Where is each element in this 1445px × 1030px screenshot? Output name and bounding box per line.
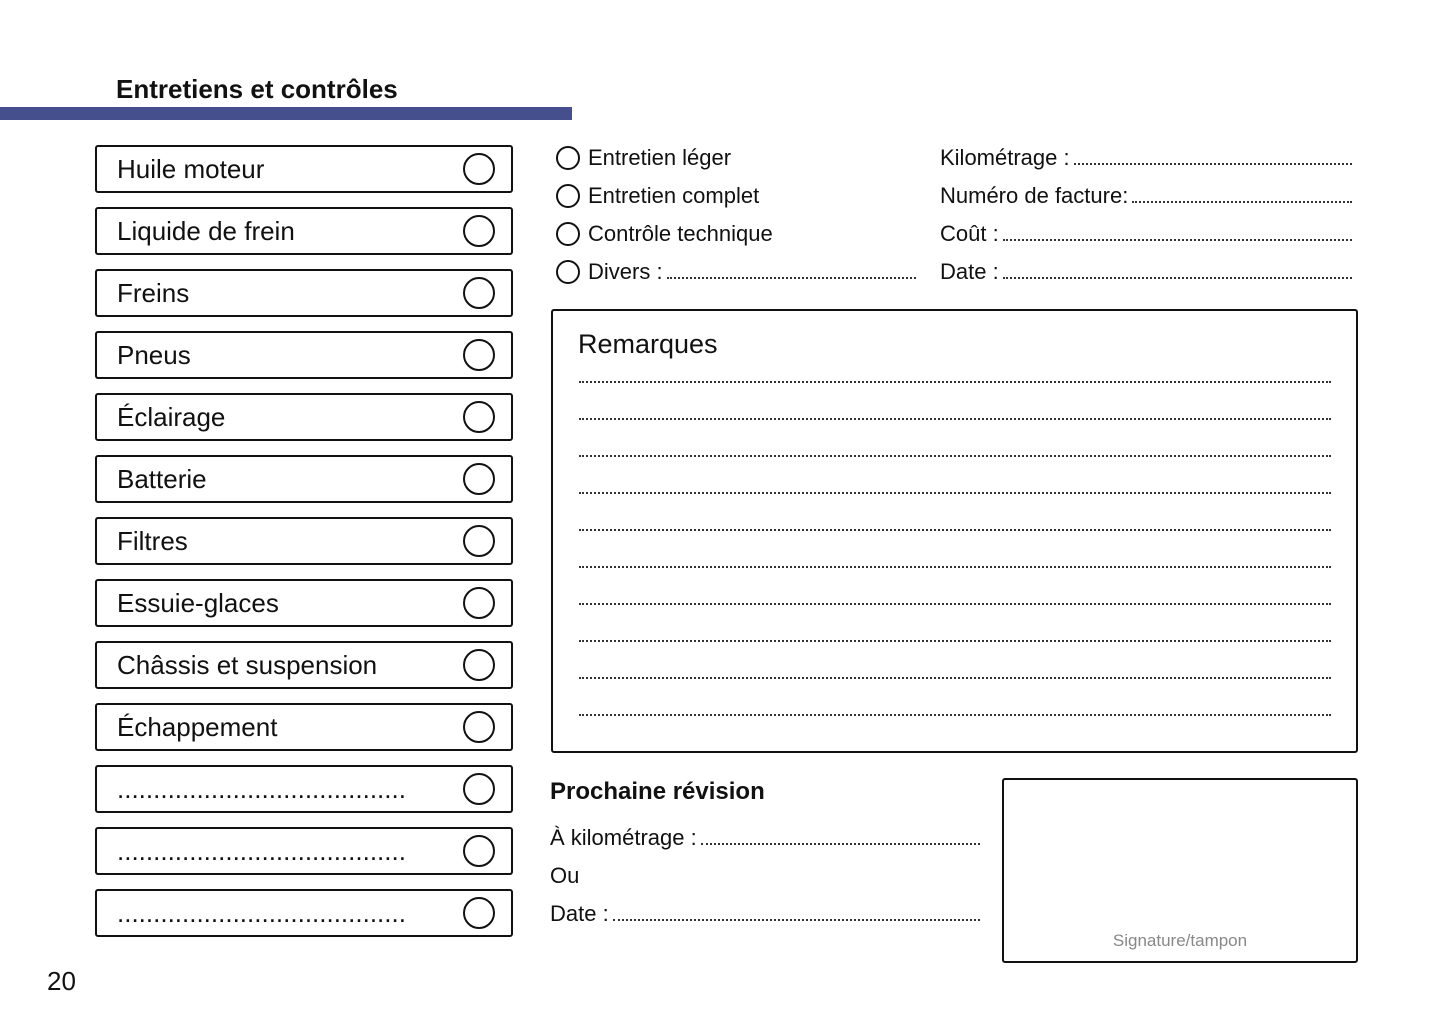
remarks-line (579, 714, 1331, 716)
checkbox-circle-icon[interactable] (463, 649, 495, 681)
checklist-label: Essuie-glaces (117, 588, 279, 618)
checklist-item[interactable]: Huile moteur (95, 145, 513, 193)
dotted-line (1073, 162, 1352, 165)
checklist-item[interactable]: Filtres (95, 517, 513, 565)
checkbox-circle-icon[interactable] (463, 277, 495, 309)
detail-field[interactable]: Numéro de facture: (940, 183, 1352, 209)
next-date-field[interactable]: Date : (550, 901, 980, 927)
remarks-line (579, 381, 1331, 383)
checklist-label: Liquide de frein (117, 216, 295, 246)
signature-label: Signature/tampon (1112, 931, 1248, 950)
checklist-item[interactable]: ........................................ (95, 889, 513, 937)
checklist-item[interactable]: Châssis et suspension (95, 641, 513, 689)
checklist-item[interactable]: Freins (95, 269, 513, 317)
checklist-label: Huile moteur (117, 154, 265, 184)
detail-label: Numéro de facture: (940, 183, 1129, 208)
checklist-item[interactable]: Pneus (95, 331, 513, 379)
checkbox-circle-icon[interactable] (463, 897, 495, 929)
dotted-line (1002, 276, 1352, 279)
remarks-line (579, 640, 1331, 642)
dotted-line (666, 276, 916, 279)
option-label: Entretien léger (588, 145, 732, 170)
remarks-line (579, 492, 1331, 494)
checkbox-circle-icon[interactable] (463, 711, 495, 743)
checkbox-circle-icon[interactable] (463, 153, 495, 185)
checklist-item[interactable]: Liquide de frein (95, 207, 513, 255)
checklist-label: Échappement (117, 712, 278, 742)
next-service-title: Prochaine révision (550, 778, 765, 805)
page-title: Entretiens et contrôles (116, 74, 398, 104)
option-label: Entretien complet (588, 183, 760, 208)
checklist-item[interactable]: Batterie (95, 455, 513, 503)
checkbox-circle-icon[interactable] (463, 835, 495, 867)
service-type-option[interactable]: Entretien complet (556, 183, 759, 209)
page-number: 20 (47, 966, 76, 996)
checklist-label: Pneus (117, 340, 191, 370)
radio-circle-icon[interactable] (556, 222, 580, 246)
next-km-field[interactable]: À kilométrage : (550, 825, 980, 851)
remarks-line (579, 455, 1331, 457)
service-type-option[interactable]: Divers : (556, 259, 916, 285)
radio-circle-icon[interactable] (556, 260, 580, 284)
checklist-label: ........................................ (117, 898, 406, 928)
checklist-label: Châssis et suspension (117, 650, 378, 680)
remarks-box[interactable]: Remarques (551, 309, 1358, 753)
checkbox-circle-icon[interactable] (463, 339, 495, 371)
remarks-line (579, 677, 1331, 679)
next-km-label: À kilométrage : (550, 825, 697, 850)
option-label: Contrôle technique (588, 221, 773, 246)
remarks-line (579, 603, 1331, 605)
checkbox-circle-icon[interactable] (463, 587, 495, 619)
detail-label: Date : (940, 259, 999, 284)
detail-label: Kilométrage : (940, 145, 1070, 170)
checklist-item[interactable]: ........................................ (95, 765, 513, 813)
checkbox-circle-icon[interactable] (463, 401, 495, 433)
detail-field[interactable]: Coût : (940, 221, 1352, 247)
checklist-label: Éclairage (117, 402, 226, 432)
remarks-line (579, 566, 1331, 568)
radio-circle-icon[interactable] (556, 146, 580, 170)
dotted-line (1132, 200, 1352, 203)
detail-field[interactable]: Date : (940, 259, 1352, 285)
checkbox-circle-icon[interactable] (463, 463, 495, 495)
detail-field[interactable]: Kilométrage : (940, 145, 1352, 171)
checklist-label: Filtres (117, 526, 188, 556)
checklist-label: Batterie (117, 464, 207, 494)
checklist-label: ........................................ (117, 774, 406, 804)
dotted-line (1002, 238, 1352, 241)
checklist-item[interactable]: Éclairage (95, 393, 513, 441)
service-type-option[interactable]: Contrôle technique (556, 221, 773, 247)
checkbox-circle-icon[interactable] (463, 215, 495, 247)
option-label: Divers : (588, 259, 663, 284)
title-bar (0, 107, 572, 120)
radio-circle-icon[interactable] (556, 184, 580, 208)
checkbox-circle-icon[interactable] (463, 773, 495, 805)
detail-label: Coût : (940, 221, 999, 246)
checklist-label: Freins (117, 278, 190, 308)
dotted-line (612, 918, 980, 921)
or-label: Ou (550, 863, 580, 888)
remarks-title: Remarques (578, 329, 718, 359)
checklist-item[interactable]: Échappement (95, 703, 513, 751)
checkbox-circle-icon[interactable] (463, 525, 495, 557)
checklist-label: ........................................ (117, 836, 406, 866)
service-type-option[interactable]: Entretien léger (556, 145, 731, 171)
remarks-line (579, 418, 1331, 420)
dotted-line (700, 842, 980, 845)
next-date-label: Date : (550, 901, 609, 926)
checklist-item[interactable]: Essuie-glaces (95, 579, 513, 627)
signature-box[interactable]: Signature/tampon (1002, 778, 1358, 963)
remarks-line (579, 529, 1331, 531)
checklist-item[interactable]: ........................................ (95, 827, 513, 875)
